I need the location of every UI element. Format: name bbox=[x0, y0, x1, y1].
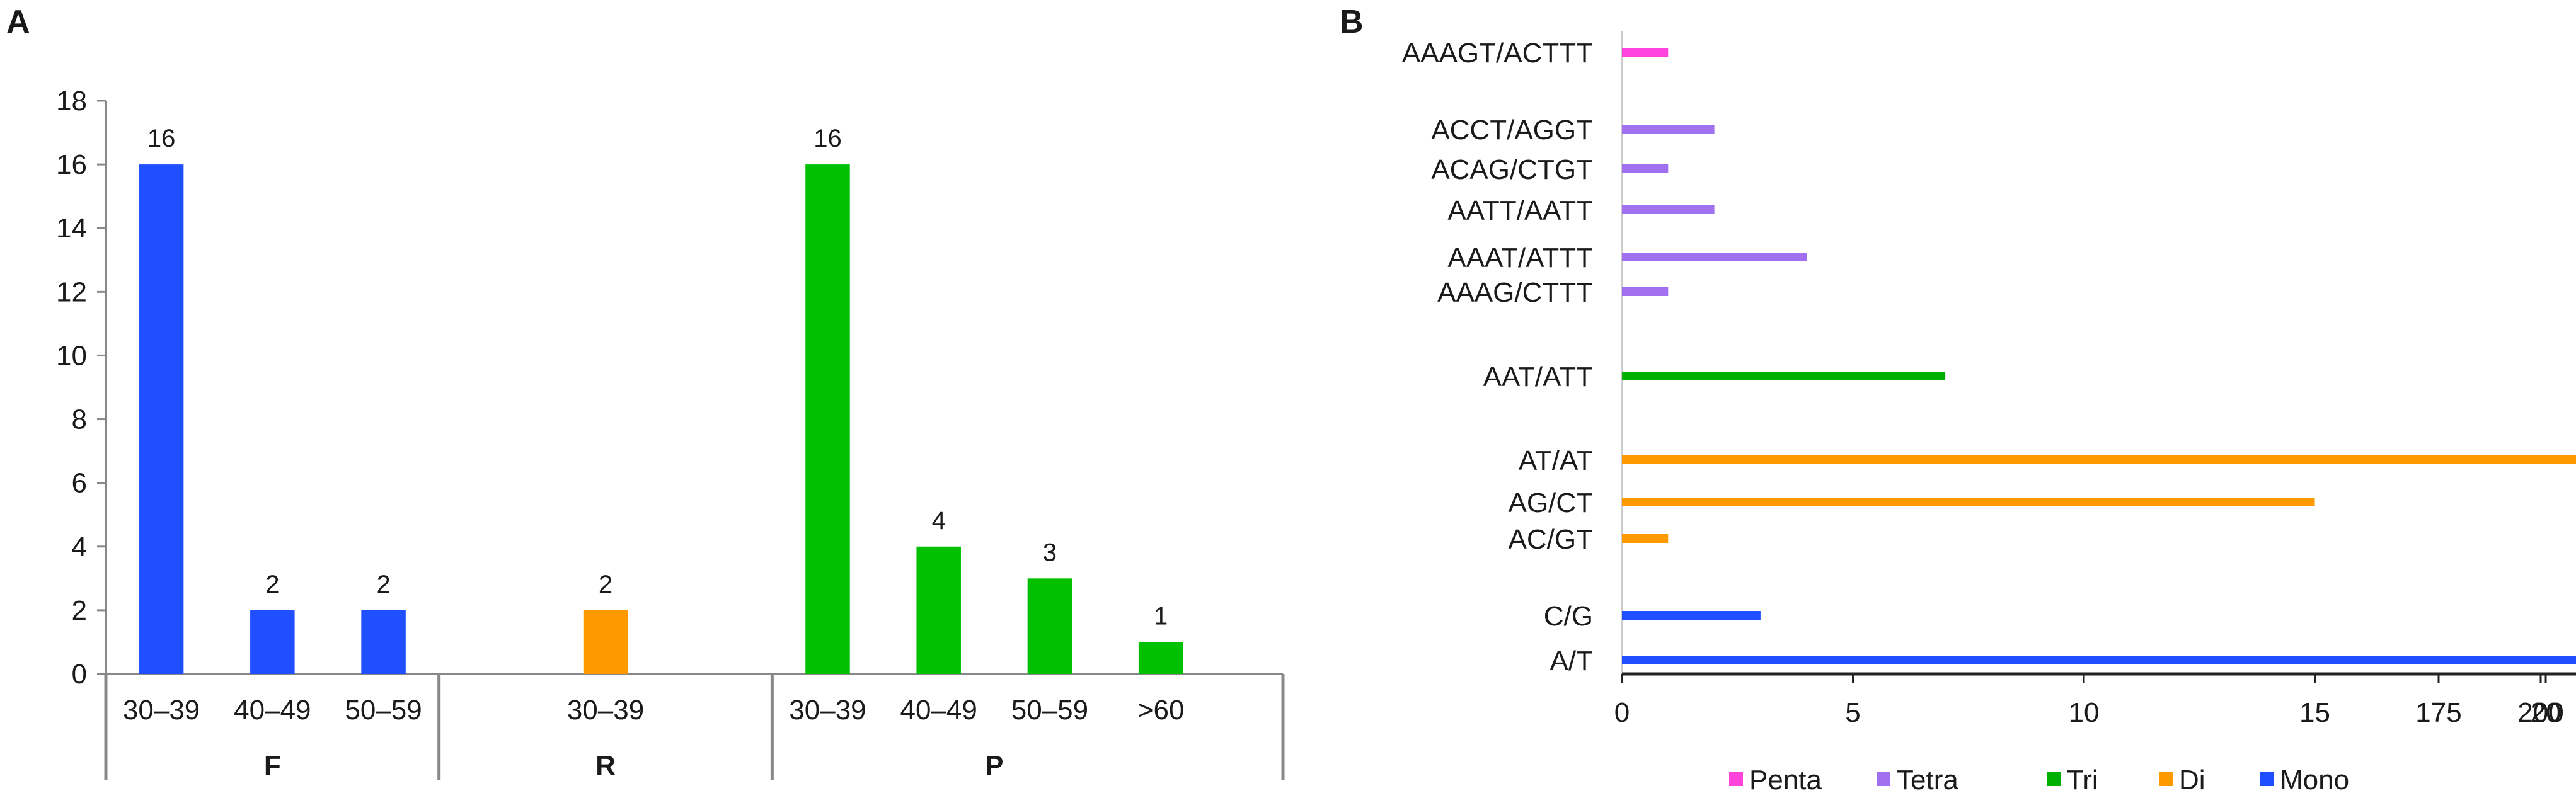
group-label-r: R bbox=[595, 750, 616, 781]
legend-label-mono: Mono bbox=[2280, 765, 2349, 795]
x-tick-label: 175 bbox=[2415, 697, 2461, 728]
data-label: 2 bbox=[599, 571, 612, 598]
bar-AG/CT bbox=[1622, 498, 2315, 506]
data-label: 2 bbox=[265, 571, 279, 598]
data-label: 4 bbox=[932, 507, 946, 535]
legend-label-penta: Penta bbox=[1749, 765, 1822, 795]
y-tick-label: 14 bbox=[56, 213, 87, 244]
y-tick-label: 6 bbox=[72, 468, 87, 499]
category-label: AG/CT bbox=[1509, 487, 1593, 518]
x-tick-label: 20 bbox=[2531, 697, 2562, 728]
bar-r-30–39 bbox=[583, 610, 628, 674]
legend-label-tri: Tri bbox=[2067, 765, 2098, 795]
category-label: ACCT/AGGT bbox=[1431, 115, 1593, 145]
bar-ACCT/AGGT bbox=[1622, 125, 1715, 134]
bar-AAAGT/ACTTT bbox=[1622, 48, 1669, 57]
legend-swatch-penta bbox=[1729, 772, 1743, 786]
y-tick-label: 18 bbox=[56, 86, 87, 117]
y-tick-label: 2 bbox=[72, 595, 87, 626]
panel-b-chart: B051015202530175200AAAGT/ACTTTACCT/AGGTA… bbox=[1340, 4, 2576, 795]
bar-AATT/AATT bbox=[1622, 205, 1715, 214]
category-label: 50–59 bbox=[1011, 695, 1088, 726]
category-label: >60 bbox=[1137, 695, 1185, 726]
panel-letter-b: B bbox=[1340, 4, 1364, 40]
category-label: ACAG/CTGT bbox=[1431, 154, 1593, 185]
legend-swatch-tetra bbox=[1877, 772, 1890, 786]
bar-AAAT/ATTT bbox=[1622, 253, 1807, 261]
legend-label-tetra: Tetra bbox=[1897, 765, 1958, 795]
x-tick-label: 15 bbox=[2299, 697, 2330, 728]
legend-swatch-di bbox=[2159, 772, 2173, 786]
bar-f-50–59 bbox=[361, 610, 406, 674]
data-label: 16 bbox=[147, 125, 176, 152]
bar-p->60 bbox=[1138, 642, 1183, 674]
y-tick-label: 8 bbox=[72, 404, 87, 435]
category-label: 30–39 bbox=[123, 695, 200, 726]
y-tick-label: 12 bbox=[56, 276, 87, 307]
category-label: 40–49 bbox=[900, 695, 977, 726]
y-tick-label: 4 bbox=[72, 532, 87, 562]
data-label: 2 bbox=[376, 571, 390, 598]
bar-p-50–59 bbox=[1027, 578, 1072, 674]
data-label: 1 bbox=[1154, 602, 1168, 630]
legend-label-di: Di bbox=[2179, 765, 2205, 795]
category-label: AATT/AATT bbox=[1447, 195, 1593, 226]
legend-swatch-mono bbox=[2260, 772, 2274, 786]
data-label: 16 bbox=[814, 125, 842, 152]
panel-letter-a: A bbox=[6, 4, 30, 40]
category-label: A/T bbox=[1550, 646, 1593, 676]
bar-f-30–39 bbox=[139, 164, 184, 675]
panel-a-chart: A0246810121416181630–39240–49250–59F230–… bbox=[6, 4, 1285, 781]
category-label: 50–59 bbox=[345, 695, 422, 726]
data-label: 3 bbox=[1043, 539, 1057, 566]
x-tick-label: 5 bbox=[1845, 697, 1860, 728]
bar-p-30–39 bbox=[805, 164, 850, 675]
x-tick-label: 10 bbox=[2069, 697, 2100, 728]
bar-AAT/ATT bbox=[1622, 372, 1946, 380]
x-tick-label: 200 bbox=[2517, 697, 2563, 728]
y-tick-label: 10 bbox=[56, 340, 87, 371]
bar-ACAG/CTGT bbox=[1622, 164, 1669, 173]
category-label: AT/AT bbox=[1519, 445, 1593, 476]
category-label: AC/GT bbox=[1509, 524, 1593, 555]
bar-f-40–49 bbox=[250, 610, 295, 674]
category-label: 40–49 bbox=[234, 695, 311, 726]
category-label: 30–39 bbox=[789, 695, 866, 726]
category-label: AAT/ATT bbox=[1483, 362, 1593, 392]
y-tick-label: 16 bbox=[56, 149, 87, 180]
bar-AC/GT bbox=[1622, 534, 1669, 543]
category-label: AAAGT/ACTTT bbox=[1402, 38, 1593, 69]
bar-A/T-left bbox=[1622, 656, 2576, 664]
category-label: C/G bbox=[1544, 601, 1593, 632]
x-tick-label: 0 bbox=[1614, 697, 1630, 728]
bar-C/G bbox=[1622, 611, 1761, 620]
category-label: AAAG/CTTT bbox=[1437, 277, 1593, 308]
group-label-f: F bbox=[264, 750, 281, 781]
category-label: AAAT/ATTT bbox=[1447, 242, 1593, 273]
legend-swatch-tri bbox=[2047, 772, 2061, 786]
category-label: 30–39 bbox=[567, 695, 644, 726]
bar-p-40–49 bbox=[916, 546, 961, 674]
group-label-p: P bbox=[985, 750, 1003, 781]
bar-AT/AT bbox=[1622, 455, 2576, 464]
y-tick-label: 0 bbox=[72, 659, 87, 690]
bar-AAAG/CTTT bbox=[1622, 287, 1669, 296]
